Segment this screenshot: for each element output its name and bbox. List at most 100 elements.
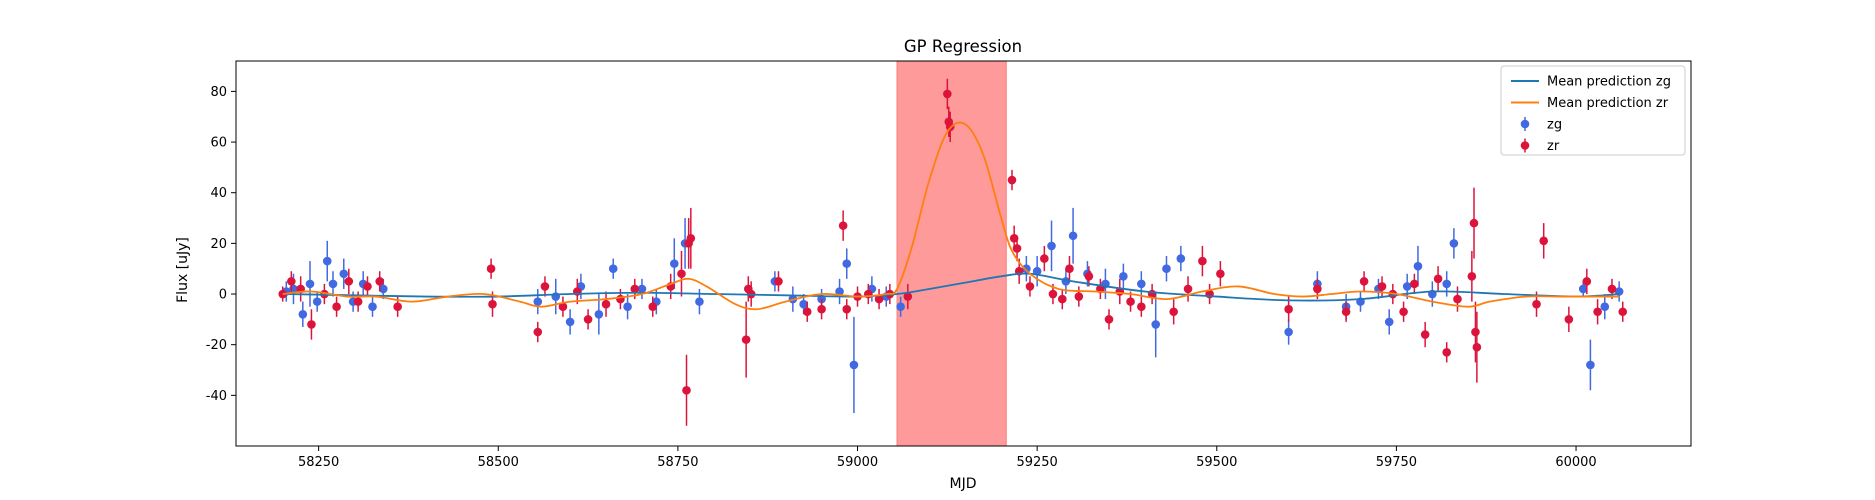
legend-label: zr [1547,139,1560,154]
data-point-zg [1162,264,1171,273]
x-tick-label: 58750 [657,455,698,470]
data-point-zr [1126,297,1135,306]
y-tick-label: 20 [210,237,227,252]
data-point-zr [1074,292,1084,301]
data-point-zr [943,89,952,99]
data-point-zr [583,315,593,324]
data-point-zg [328,279,338,289]
data-point-zr [682,385,691,395]
x-tick-label: 58500 [478,455,519,470]
legend-swatch-marker [1520,119,1530,129]
data-point-zr [842,304,852,314]
data-point-zr [1442,347,1452,357]
data-point-zr [1065,264,1074,273]
plot-frame [235,60,1692,447]
data-point-zr [874,294,884,304]
data-point-zr [1377,282,1387,291]
data-point-zg [1578,284,1588,294]
data-point-zg [1384,317,1394,327]
data-point-zg [312,297,322,306]
data-point-zr [817,304,826,314]
data-point-zr [1025,282,1035,291]
data-point-zr [353,297,363,306]
legend-swatch-marker [1520,141,1530,150]
data-point-zr [802,307,812,317]
data-point-zr [1433,274,1443,284]
data-point-zg [1600,302,1610,311]
data-point-zg [842,259,852,268]
data-point-zr [1313,284,1322,294]
data-point-zr [1169,307,1178,317]
data-point-zr [1607,284,1617,294]
data-point-zr [1040,254,1049,263]
data-point-zg [1442,279,1452,289]
data-point-zg [623,302,632,311]
data-point-zg [565,317,575,327]
data-point-zr [1198,256,1207,266]
x-axis: 58250 58500 58750 59000 59250 59500 59750 60000 [298,446,1597,470]
data-point-zr [1341,307,1351,317]
data-point-zg [695,297,704,306]
legend: Mean prediction zg Mean prediction zr zg zr [1500,65,1686,156]
legend-label: Mean prediction zg [1547,75,1671,90]
data-point-zg [849,360,859,370]
y-tick-label: -20 [206,338,227,353]
data-point-zr [1216,269,1225,279]
data-point-zr [1399,307,1408,317]
y-axis: -40 -20 0 20 40 60 80 [206,85,236,404]
x-tick-label: 59750 [1376,455,1417,470]
data-point-zr [1084,271,1094,281]
data-point-zg [1449,239,1459,248]
data-point-zr [533,327,543,337]
data-point-zr [616,294,625,304]
data-point-zg [1047,241,1056,251]
data-point-zr [1183,284,1193,294]
plot-area [278,61,1628,446]
x-tick-label: 59500 [1196,455,1237,470]
data-point-zr [1467,271,1477,281]
line-mean-prediction-zg [282,272,1620,302]
data-point-zr [601,299,611,309]
data-point-zg [1284,327,1293,337]
data-point-zg [608,264,618,273]
data-point-zg [305,279,315,289]
x-axis-label: MJD [950,476,977,492]
data-point-zg [322,256,332,266]
series-zg [281,207,1624,414]
data-point-zr [1048,289,1058,299]
data-point-zg [378,284,388,294]
data-point-zr [332,302,341,311]
data-point-zg [835,287,844,296]
line-mean-prediction-zr [282,121,1620,311]
series-zr [278,78,1628,426]
y-tick-label: 0 [219,288,227,303]
y-tick-label: 40 [210,186,227,201]
data-point-zg [1068,231,1078,241]
data-point-zr [677,269,686,279]
data-point-zg [594,309,604,319]
data-point-zg [533,297,543,306]
data-point-zg [1176,254,1186,263]
data-point-zr [363,282,372,291]
y-tick-label: 80 [210,85,227,100]
legend-box [1500,65,1686,156]
legend-label: zg [1547,118,1562,133]
data-point-zg [799,299,808,309]
y-axis-label: Flux [uJy] [175,237,191,303]
data-point-zr [741,335,751,344]
data-point-zr [540,282,550,291]
data-point-zr [1564,315,1574,324]
data-point-zr [1007,175,1017,185]
data-point-zg [1586,360,1595,370]
data-point-zg [1402,282,1412,291]
data-point-zr [1593,307,1602,317]
x-tick-label: 60000 [1555,455,1596,470]
data-point-zr [630,284,640,294]
x-tick-label: 59250 [1016,455,1057,470]
data-point-zr [1420,330,1430,339]
data-point-zr [1532,299,1541,309]
data-point-zr [375,277,385,286]
data-point-zg [1022,264,1031,273]
legend-label: Mean prediction zr [1547,96,1669,111]
